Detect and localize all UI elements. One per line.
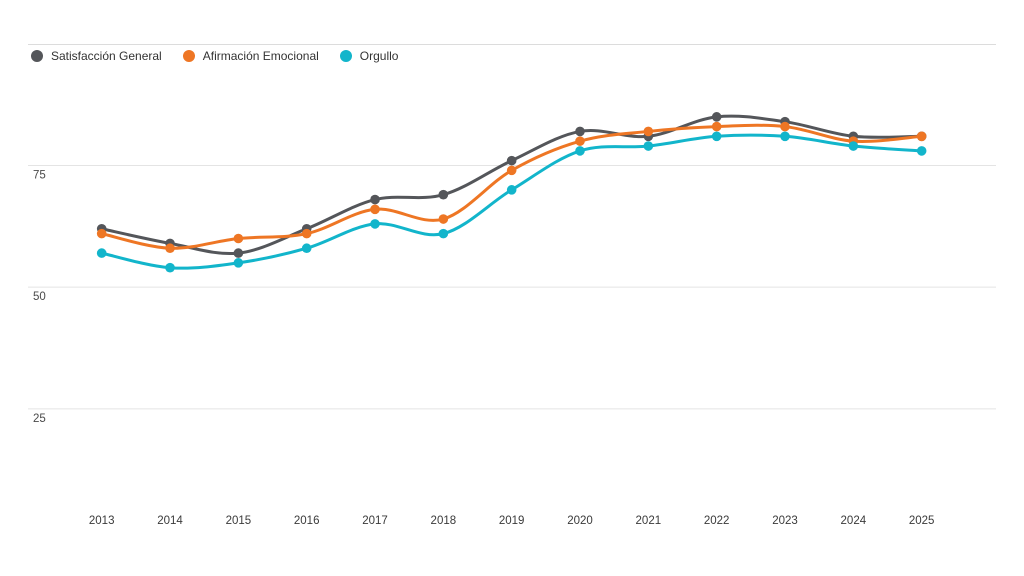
x-axis-label: 2021: [636, 515, 662, 527]
data-point: [575, 146, 585, 156]
data-point: [370, 204, 380, 215]
x-axis-label: 2018: [431, 515, 457, 527]
legend-dot-orgullo-icon: [339, 50, 352, 62]
data-point: [575, 126, 585, 137]
x-axis-label: 2014: [157, 515, 183, 527]
y-tick-label: 50: [33, 291, 46, 303]
data-point: [301, 243, 312, 254]
data-point: [438, 228, 449, 239]
legend-label: Satisfacción General: [51, 49, 162, 63]
x-axis-label: 2024: [841, 515, 867, 527]
x-axis-label: 2016: [294, 515, 320, 527]
legend-dot-satisfaccion-general-icon: [31, 50, 43, 62]
y-tick-label: 75: [33, 170, 46, 182]
data-point: [370, 219, 380, 229]
legend-label: Afirmación Emocional: [202, 49, 319, 63]
data-point: [438, 189, 449, 200]
top-divider: [28, 44, 996, 45]
data-point: [643, 126, 654, 137]
data-point: [711, 131, 722, 142]
x-axis-label: 2013: [89, 515, 115, 527]
chart-legend: Satisfacción General Afirmación Emociona…: [31, 48, 398, 64]
data-point: [96, 228, 107, 239]
data-point: [780, 131, 790, 142]
data-point: [438, 214, 449, 224]
data-point: [506, 185, 517, 195]
data-point: [916, 131, 927, 142]
data-point: [643, 141, 654, 151]
data-point: [370, 194, 380, 205]
data-point: [780, 121, 790, 132]
data-point: [848, 141, 859, 151]
legend-dot-afirmacion-emocional-icon: [182, 50, 195, 62]
x-axis-label: 2023: [772, 515, 798, 527]
legend-item-satisfaccion-general[interactable]: Satisfacción General: [31, 48, 162, 64]
series-line-2: [100, 133, 924, 270]
data-point: [301, 228, 312, 239]
data-point: [711, 112, 722, 122]
x-axis-label: 2022: [704, 515, 730, 527]
x-axis-label: 2020: [567, 515, 593, 527]
x-axis-label: 2019: [499, 515, 525, 527]
x-axis-label: 2015: [226, 515, 252, 527]
legend-item-afirmacion-emocional[interactable]: Afirmación Emocional: [182, 48, 319, 64]
data-point: [233, 233, 244, 244]
data-point: [916, 146, 927, 156]
legend-label: Orgullo: [359, 49, 399, 63]
x-axis-label: 2017: [362, 515, 388, 527]
data-point: [165, 243, 175, 254]
data-point: [506, 165, 517, 176]
legend-item-orgullo[interactable]: Orgullo: [339, 48, 399, 64]
data-point: [506, 155, 517, 166]
data-point: [233, 248, 244, 258]
x-axis-label: 2025: [909, 515, 935, 527]
y-tick-label: 25: [33, 413, 46, 425]
data-point: [96, 248, 107, 258]
data-point: [711, 121, 722, 132]
data-point: [165, 262, 175, 273]
data-point: [575, 136, 585, 146]
data-point: [233, 258, 244, 268]
